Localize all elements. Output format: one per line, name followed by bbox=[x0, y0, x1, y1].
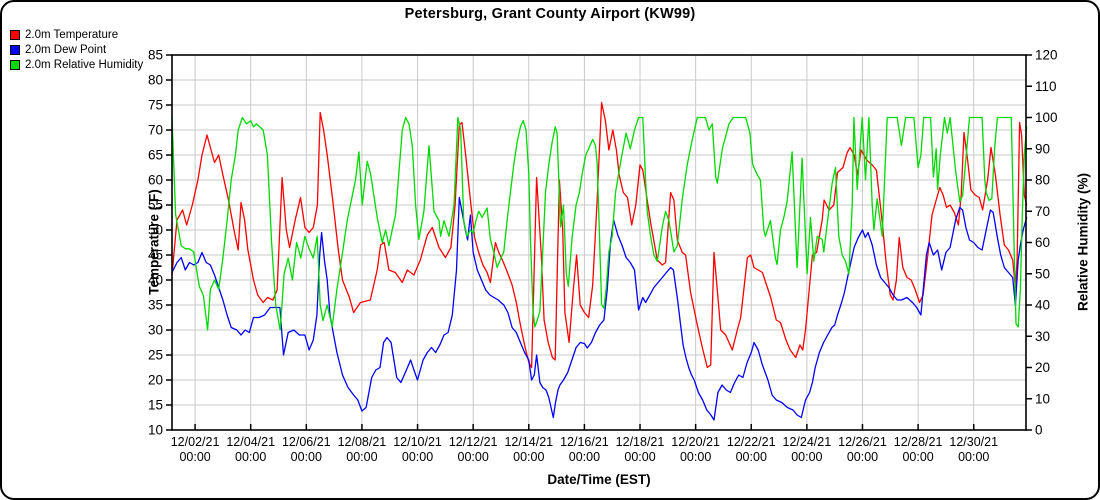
svg-text:10: 10 bbox=[1035, 391, 1050, 406]
legend-item-dew-point: 2.0m Dew Point bbox=[10, 42, 143, 57]
right-axis-ticks: 0 10 20 30 40 50 60 70 80 90 100 110 120 bbox=[1026, 48, 1058, 438]
plot-frame bbox=[171, 54, 1027, 431]
svg-text:40: 40 bbox=[1035, 298, 1050, 313]
series-dew-point bbox=[171, 196, 1028, 421]
legend-item-temperature: 2.0m Temperature bbox=[10, 27, 143, 42]
svg-text:00:00: 00:00 bbox=[402, 450, 433, 464]
svg-text:70: 70 bbox=[1035, 204, 1050, 219]
relative-humidity-swatch-icon bbox=[10, 59, 20, 70]
svg-text:12/22/21: 12/22/21 bbox=[727, 435, 776, 449]
left-axis-ticks: 10 15 20 25 30 35 40 45 50 55 60 65 70 75 80 85 bbox=[148, 48, 172, 438]
svg-text:12/28/21: 12/28/21 bbox=[894, 435, 943, 449]
svg-text:15: 15 bbox=[148, 398, 163, 413]
svg-text:80: 80 bbox=[1035, 173, 1050, 188]
svg-text:00:00: 00:00 bbox=[902, 450, 933, 464]
legend-label-dew-point: 2.0m Dew Point bbox=[25, 43, 107, 56]
svg-text:12/10/21: 12/10/21 bbox=[393, 435, 442, 449]
svg-text:12/04/21: 12/04/21 bbox=[226, 435, 275, 449]
svg-text:100: 100 bbox=[1035, 110, 1058, 125]
svg-text:90: 90 bbox=[1035, 141, 1050, 156]
svg-text:120: 120 bbox=[1035, 48, 1058, 63]
svg-text:00:00: 00:00 bbox=[235, 450, 266, 464]
svg-text:12/06/21: 12/06/21 bbox=[282, 435, 331, 449]
svg-text:50: 50 bbox=[148, 223, 163, 238]
grid bbox=[172, 55, 1026, 430]
svg-text:00:00: 00:00 bbox=[736, 450, 767, 464]
legend-label-relative-humidity: 2.0m Relative Humidity bbox=[25, 58, 144, 71]
temperature-swatch-icon bbox=[10, 29, 20, 40]
svg-text:12/26/21: 12/26/21 bbox=[838, 435, 887, 449]
svg-text:12/12/21: 12/12/21 bbox=[449, 435, 498, 449]
svg-text:50: 50 bbox=[1035, 266, 1050, 281]
svg-text:30: 30 bbox=[148, 323, 163, 338]
svg-text:80: 80 bbox=[148, 73, 163, 88]
svg-text:00:00: 00:00 bbox=[179, 450, 210, 464]
series-relative-humidity bbox=[171, 116, 1028, 331]
svg-text:12/14/21: 12/14/21 bbox=[504, 435, 553, 449]
svg-text:12/08/21: 12/08/21 bbox=[338, 435, 387, 449]
svg-text:55: 55 bbox=[148, 198, 163, 213]
svg-text:00:00: 00:00 bbox=[513, 450, 544, 464]
svg-text:00:00: 00:00 bbox=[791, 450, 822, 464]
svg-text:65: 65 bbox=[148, 148, 163, 163]
svg-text:40: 40 bbox=[148, 273, 163, 288]
svg-text:75: 75 bbox=[148, 98, 163, 113]
svg-text:00:00: 00:00 bbox=[624, 450, 655, 464]
svg-text:12/30/21: 12/30/21 bbox=[949, 435, 998, 449]
svg-text:12/02/21: 12/02/21 bbox=[171, 435, 220, 449]
svg-text:20: 20 bbox=[148, 373, 163, 388]
svg-text:0: 0 bbox=[1035, 423, 1043, 438]
dew-point-swatch-icon bbox=[10, 44, 20, 55]
svg-text:12/16/21: 12/16/21 bbox=[560, 435, 609, 449]
svg-text:12/18/21: 12/18/21 bbox=[616, 435, 665, 449]
x-axis-ticks: 12/02/2100:0012/04/2100:0012/06/2100:001… bbox=[171, 424, 998, 464]
svg-text:45: 45 bbox=[148, 248, 163, 263]
svg-text:30: 30 bbox=[1035, 329, 1050, 344]
svg-text:00:00: 00:00 bbox=[346, 450, 377, 464]
svg-text:12/20/21: 12/20/21 bbox=[671, 435, 720, 449]
svg-text:70: 70 bbox=[148, 123, 163, 138]
svg-text:110: 110 bbox=[1035, 79, 1057, 94]
svg-text:00:00: 00:00 bbox=[847, 450, 878, 464]
svg-text:12/24/21: 12/24/21 bbox=[783, 435, 832, 449]
legend-item-relative-humidity: 2.0m Relative Humidity bbox=[10, 57, 143, 72]
page-title: Petersburg, Grant County Airport (KW99) bbox=[404, 6, 696, 22]
svg-text:00:00: 00:00 bbox=[569, 450, 600, 464]
series-temperature bbox=[171, 101, 1028, 369]
svg-text:60: 60 bbox=[148, 173, 163, 188]
svg-text:85: 85 bbox=[148, 48, 163, 63]
chart-legend: 2.0m Temperature 2.0m Dew Point 2.0m Rel… bbox=[10, 27, 143, 72]
svg-text:35: 35 bbox=[148, 298, 163, 313]
svg-text:60: 60 bbox=[1035, 235, 1050, 250]
svg-text:00:00: 00:00 bbox=[291, 450, 322, 464]
x-axis-title: Date/Time (EST) bbox=[547, 472, 651, 487]
svg-text:00:00: 00:00 bbox=[680, 450, 711, 464]
svg-text:20: 20 bbox=[1035, 360, 1050, 375]
svg-text:00:00: 00:00 bbox=[958, 450, 989, 464]
legend-label-temperature: 2.0m Temperature bbox=[25, 28, 119, 41]
svg-text:25: 25 bbox=[148, 348, 163, 363]
svg-text:00:00: 00:00 bbox=[458, 450, 489, 464]
svg-text:10: 10 bbox=[148, 423, 163, 438]
